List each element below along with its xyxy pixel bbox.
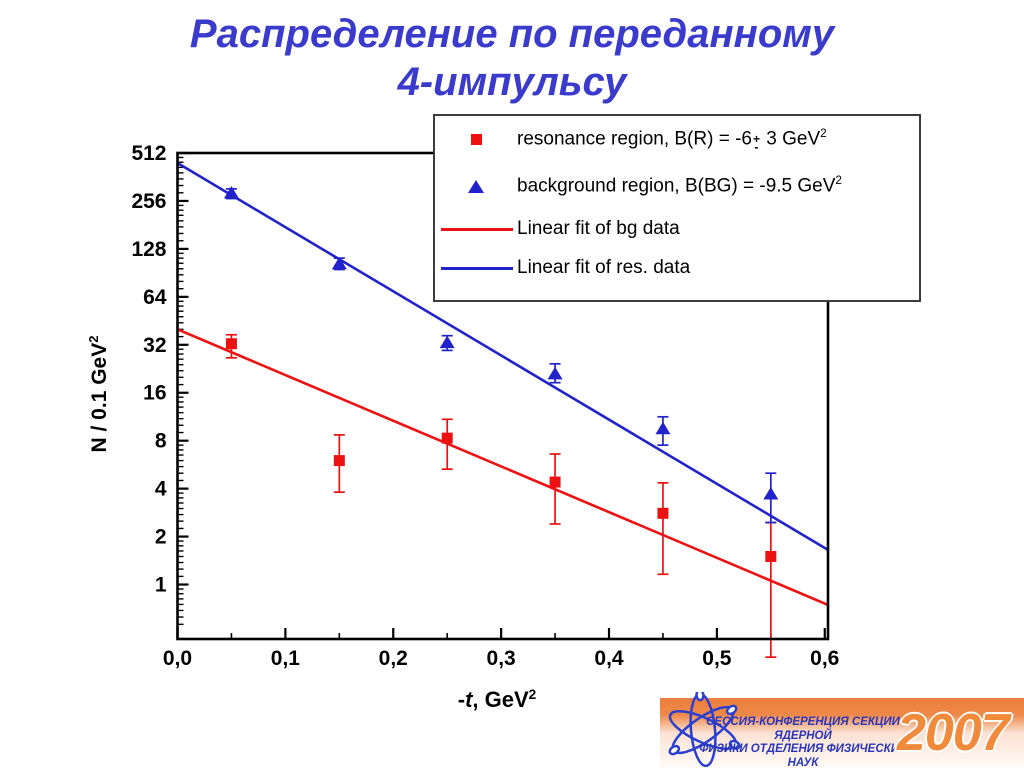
background-point xyxy=(655,421,671,435)
fit-bg-line xyxy=(176,328,829,607)
legend-row-fit-bg: Linear fit of bg data xyxy=(435,210,919,248)
x-tick-label: 0,3 xyxy=(487,647,516,670)
resonance-point xyxy=(657,507,669,519)
y-tick-label: 32 xyxy=(143,334,166,357)
legend-triangle-marker-icon xyxy=(468,179,484,193)
y-tick-label: 16 xyxy=(143,382,166,405)
background-point xyxy=(439,335,455,349)
conference-banner xyxy=(660,698,1024,768)
legend-row-background: background region, B(BG) = -9.5 GeV2 xyxy=(435,162,919,210)
banner-line-2: ФИЗИКИ ОТДЕЛЕНИЯ ФИЗИЧЕСКИХ НАУК xyxy=(699,743,907,768)
y-tick-label: 512 xyxy=(131,142,166,165)
legend-label-fit-res: Linear fit of res. data xyxy=(517,257,691,278)
slide-title: Распределение по переданному 4-импульсу xyxy=(0,10,1024,106)
title-line-1: Распределение по переданному xyxy=(189,12,835,56)
legend-label-resonance: resonance region, B(R) = -6 + - 3 GeV2 xyxy=(517,126,827,155)
title-line-2: 4-импульсу xyxy=(397,60,627,104)
plus-minus-stack: + - xyxy=(752,132,760,155)
y-tick-label: 64 xyxy=(143,286,167,309)
legend-row-fit-res: Linear fit of res. data xyxy=(435,248,919,288)
background-point xyxy=(223,186,239,199)
y-tick-label: 1 xyxy=(155,574,167,597)
background-point xyxy=(331,256,347,270)
legend-red-line-icon xyxy=(441,227,513,231)
chart-legend: resonance region, B(R) = -6 + - 3 GeV2 bac… xyxy=(433,114,921,302)
atom-icon xyxy=(668,692,741,768)
legend-blue-line-icon xyxy=(441,266,513,270)
legend-row-resonance: resonance region, B(R) = -6 + - 3 GeV2 xyxy=(435,116,919,162)
banner-text: СЕССИЯ-КОНФЕРЕНЦИЯ СЕКЦИИ ЯДЕРНОЙ ФИЗИКИ… xyxy=(694,716,912,768)
background-point xyxy=(547,366,563,380)
resonance-point xyxy=(765,550,777,562)
x-tick-label: 0,0 xyxy=(163,647,192,670)
y-tick-label: 128 xyxy=(131,238,166,261)
banner-line-1: СЕССИЯ-КОНФЕРЕНЦИЯ СЕКЦИИ ЯДЕРНОЙ xyxy=(706,716,900,742)
fit-res-line xyxy=(176,161,829,552)
y-tick-label: 4 xyxy=(155,478,167,501)
y-tick-label: 8 xyxy=(155,430,167,453)
x-tick-label: 0,6 xyxy=(810,647,839,670)
x-tick-label: 0,2 xyxy=(379,647,408,670)
x-tick-label: 0,4 xyxy=(594,647,624,670)
x-tick-label: 0,5 xyxy=(702,647,732,670)
background-point xyxy=(763,487,779,500)
y-axis-title: N / 0.1 GeV2 xyxy=(86,335,111,453)
resonance-point xyxy=(549,476,561,488)
resonance-point xyxy=(441,432,453,444)
legend-label-background: background region, B(BG) = -9.5 GeV2 xyxy=(517,174,842,197)
legend-square-marker-icon xyxy=(470,133,482,145)
resonance-point xyxy=(333,455,345,467)
y-tick-label: 256 xyxy=(131,190,166,213)
x-axis-title: -t, GeV2 xyxy=(457,686,537,713)
resonance-point xyxy=(225,338,237,350)
legend-label-fit-bg: Linear fit of bg data xyxy=(517,218,680,239)
y-tick-label: 2 xyxy=(155,526,167,549)
banner-year: 2007 xyxy=(897,704,1010,762)
x-tick-label: 0,1 xyxy=(271,647,301,670)
